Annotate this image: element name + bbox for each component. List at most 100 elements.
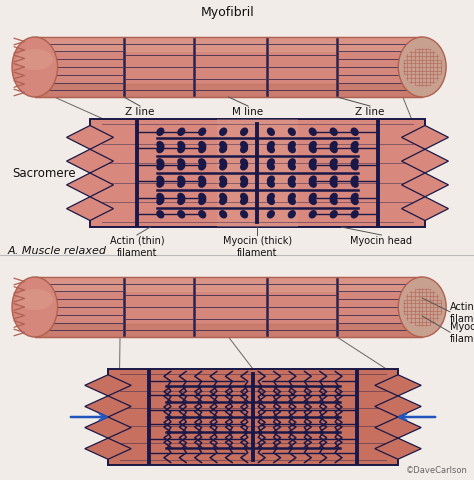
Ellipse shape [309, 163, 317, 171]
Ellipse shape [156, 142, 164, 150]
Ellipse shape [219, 193, 227, 202]
Text: M line: M line [232, 107, 264, 117]
Ellipse shape [198, 145, 206, 154]
Polygon shape [401, 174, 448, 197]
Polygon shape [375, 396, 421, 417]
Ellipse shape [240, 159, 248, 168]
Ellipse shape [351, 197, 359, 205]
Ellipse shape [177, 197, 185, 205]
Ellipse shape [198, 128, 206, 137]
Ellipse shape [177, 176, 185, 184]
Polygon shape [85, 375, 131, 396]
Ellipse shape [351, 193, 359, 202]
Ellipse shape [351, 163, 359, 171]
Ellipse shape [177, 128, 185, 137]
Ellipse shape [267, 163, 275, 171]
Text: Myocin (thick)
filament: Myocin (thick) filament [223, 236, 292, 257]
Ellipse shape [288, 128, 296, 137]
Ellipse shape [329, 180, 338, 189]
Text: Actin (thin)
filament: Actin (thin) filament [109, 236, 164, 257]
Polygon shape [375, 438, 421, 459]
Ellipse shape [351, 211, 359, 219]
Ellipse shape [177, 180, 185, 189]
Ellipse shape [198, 180, 206, 189]
Ellipse shape [288, 145, 296, 154]
Bar [108, 369, 398, 465]
Ellipse shape [12, 38, 58, 98]
Ellipse shape [288, 142, 296, 150]
Polygon shape [85, 417, 131, 438]
Ellipse shape [240, 197, 248, 205]
Ellipse shape [219, 163, 227, 171]
Ellipse shape [156, 163, 164, 171]
Ellipse shape [351, 159, 359, 168]
Polygon shape [85, 438, 131, 459]
Ellipse shape [240, 211, 248, 219]
Ellipse shape [156, 176, 164, 184]
Ellipse shape [198, 211, 206, 219]
Ellipse shape [219, 197, 227, 205]
Polygon shape [375, 417, 421, 438]
Ellipse shape [267, 159, 275, 168]
Ellipse shape [177, 163, 185, 171]
Ellipse shape [329, 145, 338, 154]
Ellipse shape [267, 145, 275, 154]
Ellipse shape [240, 142, 248, 150]
Text: ©DaveCarlson: ©DaveCarlson [406, 465, 468, 474]
Ellipse shape [240, 176, 248, 184]
Text: Myocin head: Myocin head [350, 236, 412, 245]
Bar [35, 277, 422, 337]
Bar [35, 38, 422, 98]
Ellipse shape [288, 180, 296, 189]
Ellipse shape [177, 145, 185, 154]
Text: Sacromere: Sacromere [12, 167, 76, 180]
Polygon shape [85, 396, 131, 417]
Ellipse shape [267, 176, 275, 184]
Ellipse shape [351, 142, 359, 150]
Ellipse shape [12, 277, 58, 337]
Ellipse shape [329, 197, 338, 205]
Ellipse shape [309, 211, 317, 219]
Ellipse shape [309, 193, 317, 202]
Text: Actin
filament: Actin filament [450, 301, 474, 323]
Ellipse shape [329, 128, 338, 137]
Ellipse shape [17, 50, 53, 71]
Ellipse shape [156, 145, 164, 154]
Ellipse shape [329, 211, 338, 219]
Ellipse shape [219, 128, 227, 137]
Ellipse shape [309, 128, 317, 137]
Text: Myocin
filament: Myocin filament [450, 322, 474, 343]
Polygon shape [66, 174, 113, 197]
Ellipse shape [177, 211, 185, 219]
Bar [90, 120, 425, 228]
Ellipse shape [156, 197, 164, 205]
Ellipse shape [288, 197, 296, 205]
Polygon shape [401, 126, 448, 150]
Ellipse shape [267, 128, 275, 137]
Text: Z line: Z line [356, 107, 385, 117]
Ellipse shape [309, 176, 317, 184]
Ellipse shape [398, 277, 446, 337]
Ellipse shape [267, 197, 275, 205]
Ellipse shape [329, 159, 338, 168]
Polygon shape [66, 150, 113, 174]
Ellipse shape [288, 193, 296, 202]
Ellipse shape [309, 159, 317, 168]
Ellipse shape [198, 159, 206, 168]
Ellipse shape [351, 176, 359, 184]
Ellipse shape [156, 193, 164, 202]
Ellipse shape [267, 180, 275, 189]
Ellipse shape [309, 145, 317, 154]
Ellipse shape [156, 128, 164, 137]
Polygon shape [66, 197, 113, 221]
Ellipse shape [288, 211, 296, 219]
Ellipse shape [240, 128, 248, 137]
Ellipse shape [240, 180, 248, 189]
Ellipse shape [177, 142, 185, 150]
Text: B. Muscle contracted: B. Muscle contracted [8, 479, 125, 480]
Ellipse shape [267, 193, 275, 202]
Ellipse shape [240, 163, 248, 171]
Ellipse shape [17, 289, 53, 311]
Ellipse shape [398, 38, 446, 98]
Ellipse shape [351, 145, 359, 154]
